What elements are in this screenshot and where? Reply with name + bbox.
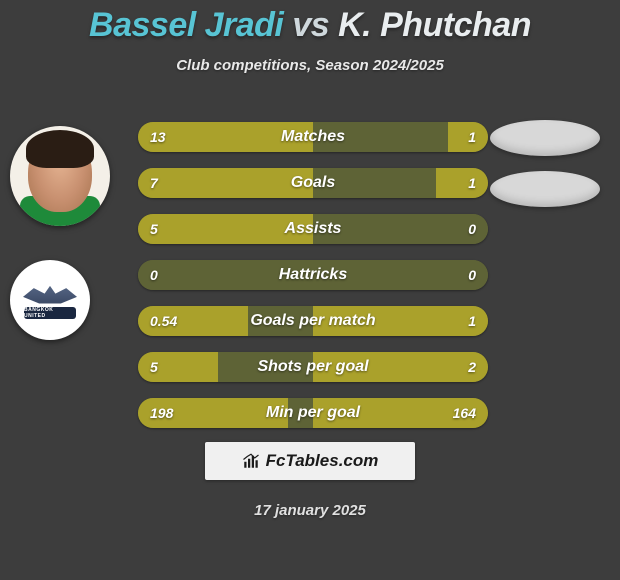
stat-fill-right xyxy=(313,398,488,428)
player-b-club-crest: BANGKOK UNITED xyxy=(10,260,90,340)
stat-fill-left xyxy=(138,122,313,152)
brand-badge: FcTables.com xyxy=(205,442,415,480)
decorative-ellipse xyxy=(490,120,600,156)
stat-fill-right xyxy=(448,122,488,152)
stat-value-right: 0 xyxy=(468,260,476,290)
subtitle: Club competitions, Season 2024/2025 xyxy=(0,57,620,74)
stat-row: 0 0Hattricks xyxy=(138,260,488,290)
stat-row: 50Assists xyxy=(138,214,488,244)
wings-icon xyxy=(23,282,77,304)
stat-row: 131Matches xyxy=(138,122,488,152)
player-a-avatar xyxy=(10,126,110,226)
stat-fill-left xyxy=(138,352,218,382)
stat-value-right: 0 xyxy=(468,214,476,244)
stat-fill-right xyxy=(313,306,488,336)
stat-row: 198164Min per goal xyxy=(138,398,488,428)
page-title: Bassel Jradi vs K. Phutchan xyxy=(0,0,620,45)
stat-row: 52Shots per goal xyxy=(138,352,488,382)
player-a-name: Bassel Jradi xyxy=(89,6,283,44)
date-text: 17 january 2025 xyxy=(0,502,620,519)
chart-icon xyxy=(242,452,260,470)
stat-fill-right xyxy=(436,168,488,198)
comparison-chart: 131Matches71Goals50Assists00Hattricks0.5… xyxy=(138,122,488,444)
hair-icon xyxy=(26,130,94,168)
stat-fill-left xyxy=(138,168,313,198)
vs-separator: vs xyxy=(292,6,329,44)
stat-row: 71Goals xyxy=(138,168,488,198)
decorative-ellipse xyxy=(490,171,600,207)
stat-fill-left xyxy=(138,306,248,336)
stat-row: 0.541Goals per match xyxy=(138,306,488,336)
stat-fill-right xyxy=(313,352,488,382)
crest-banner: BANGKOK UNITED xyxy=(24,307,76,319)
stat-fill-left xyxy=(138,398,288,428)
stat-fill-left xyxy=(138,214,313,244)
stat-label: Hattricks xyxy=(138,260,488,290)
stat-value-left: 0 xyxy=(150,260,158,290)
player-b-name: K. Phutchan xyxy=(338,6,531,44)
brand-text: FcTables.com xyxy=(266,451,379,471)
